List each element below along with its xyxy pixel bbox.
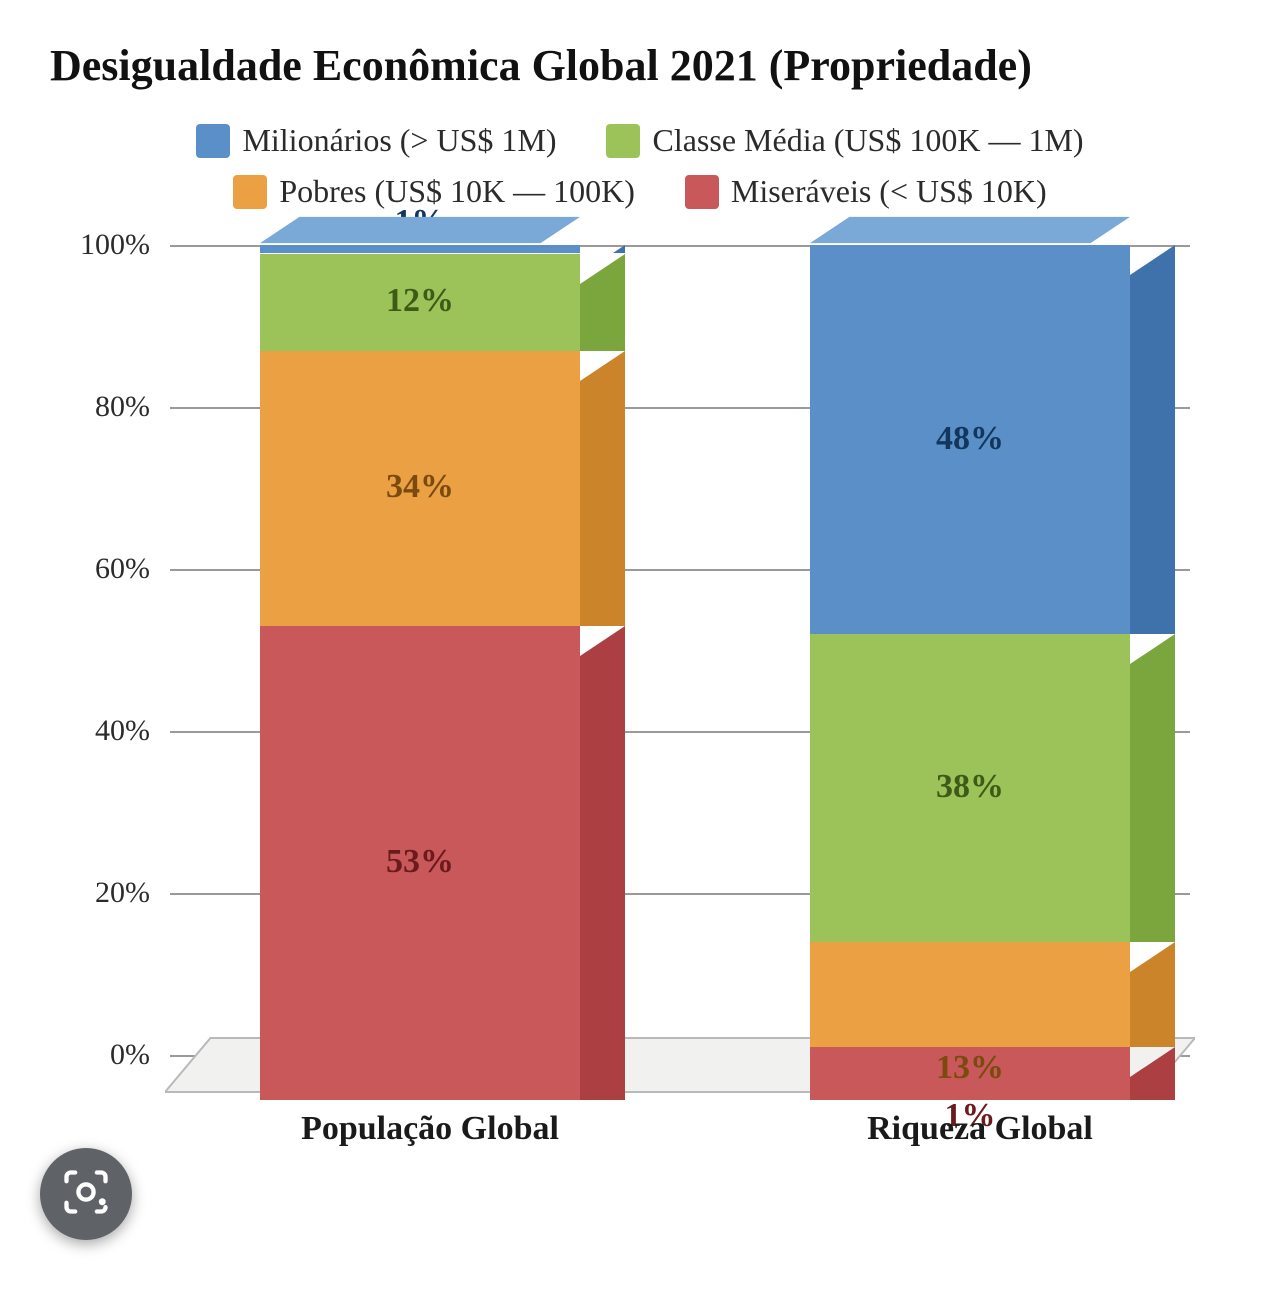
legend-item-miseraveis: Miseráveis (< US$ 10K)	[685, 166, 1047, 217]
bar-segment-side-classe_media	[580, 254, 625, 351]
bar-segment-side-miseraveis	[1130, 1047, 1175, 1100]
bar-segment-side-pobres	[580, 351, 625, 626]
bar-segment-side-milionarios	[580, 245, 625, 253]
y-axis-label: 20%	[60, 876, 150, 910]
bar-segment-label-pobres: 13%	[810, 1049, 1130, 1087]
bar-segment-side-milionarios	[1130, 245, 1175, 634]
bar-segment-label-milionarios: 48%	[810, 420, 1130, 458]
bar-segment-label-classe_media: 38%	[810, 768, 1130, 806]
bar-segment-label-classe_media: 12%	[260, 282, 580, 320]
bar-segment-pobres	[810, 942, 1130, 1047]
bar-segment-label-miseraveis: 53%	[260, 843, 580, 881]
legend-swatch-miseraveis	[685, 175, 719, 209]
x-axis-label: População Global	[240, 1110, 620, 1148]
google-lens-icon	[60, 1166, 112, 1223]
bar-1: 1%13%38%48%	[810, 245, 1130, 1055]
bar-segment-side-pobres	[1130, 942, 1175, 1047]
y-axis-label: 40%	[60, 714, 150, 748]
chart-plot-wrap: 0%20%40%60%80%100% 53%34%12%1%1%13%38%48…	[170, 245, 1190, 1145]
chart-legend: Milionários (> US$ 1M) Classe Média (US$ …	[50, 115, 1230, 217]
legend-item-classe_media: Classe Média (US$ 100K — 1M)	[606, 115, 1083, 166]
google-lens-button[interactable]	[40, 1148, 132, 1240]
y-axis-label: 80%	[60, 390, 150, 424]
bar-segment-label-pobres: 34%	[260, 468, 580, 506]
bar-segment-milionarios	[260, 245, 580, 253]
y-axis-label: 100%	[60, 228, 150, 262]
chart-title: Desigualdade Econômica Global 2021 (Prop…	[50, 40, 1230, 91]
bar-segment-side-classe_media	[1130, 634, 1175, 942]
chart-container: Desigualdade Econômica Global 2021 (Prop…	[0, 0, 1280, 1145]
legend-label-milionarios: Milionários (> US$ 1M)	[242, 115, 556, 166]
y-axis-label: 60%	[60, 552, 150, 586]
legend-label-miseraveis: Miseráveis (< US$ 10K)	[731, 166, 1047, 217]
legend-swatch-milionarios	[196, 124, 230, 158]
x-axis-label: Riqueza Global	[790, 1110, 1170, 1148]
bar-topcap	[810, 215, 1130, 245]
legend-swatch-classe_media	[606, 124, 640, 158]
legend-label-classe_media: Classe Média (US$ 100K — 1M)	[652, 115, 1083, 166]
y-axis-label: 0%	[60, 1038, 150, 1072]
chart-bars: 53%34%12%1%1%13%38%48%	[170, 245, 1190, 1055]
bar-segment-side-miseraveis	[580, 626, 625, 1100]
legend-item-milionarios: Milionários (> US$ 1M)	[196, 115, 556, 166]
bar-topcap	[260, 215, 580, 245]
bar-0: 53%34%12%1%	[260, 245, 580, 1055]
